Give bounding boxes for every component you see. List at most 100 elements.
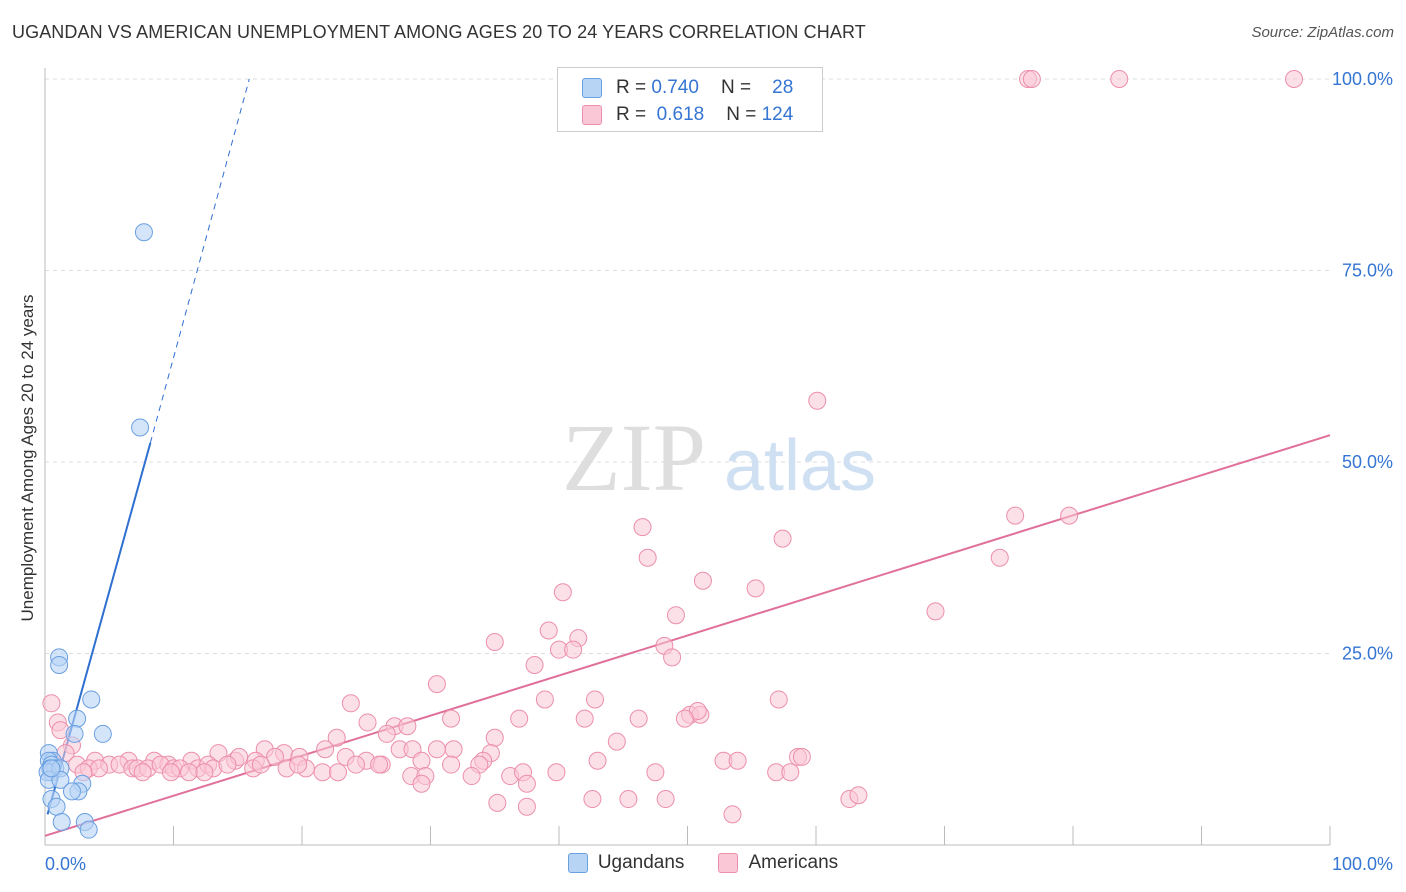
americans-point: [517, 774, 536, 793]
americans-point: [1022, 70, 1041, 88]
americans-point: [266, 747, 285, 766]
watermark: ZIP atlas: [562, 404, 876, 511]
americans-point: [1006, 506, 1025, 525]
n-label: N =: [726, 104, 757, 125]
x-tick-label-max: 100.0%: [1332, 854, 1393, 874]
ugandans-point: [93, 724, 112, 743]
americans-point: [746, 579, 765, 598]
americans-point: [583, 790, 602, 809]
americans-swatch: [582, 105, 602, 125]
americans-point: [656, 790, 675, 809]
ugandans-point: [65, 724, 84, 743]
americans-point: [619, 790, 638, 809]
americans-point: [525, 655, 544, 674]
americans-point: [377, 724, 396, 743]
americans-n-value: 124: [761, 104, 794, 125]
americans-point: [412, 774, 431, 793]
legend-item-americans[interactable]: Americans: [718, 852, 838, 874]
americans-point: [427, 740, 446, 759]
americans-point: [1110, 70, 1129, 88]
americans-point: [412, 751, 431, 770]
americans-point: [444, 740, 463, 759]
ugandans-swatch: [582, 78, 602, 98]
americans-point: [588, 751, 607, 770]
x-tick-label-min: 0.0%: [45, 854, 86, 874]
americans-point: [629, 709, 648, 728]
americans-point: [510, 709, 529, 728]
stats-legend: R = 0.740 N = 28 R = 0.618 N = 124: [557, 67, 823, 132]
n-label: N =: [720, 77, 752, 98]
y-tick-label-25: 25.0%: [1342, 644, 1393, 664]
americans-point: [638, 548, 657, 567]
americans-point: [328, 763, 347, 782]
r-label: R =: [616, 77, 647, 98]
y-tick-label-75: 75.0%: [1342, 261, 1393, 281]
ugandans-points: [38, 223, 153, 839]
chart-source: Source: ZipAtlas.com: [1251, 24, 1394, 41]
legend-item-ugandans[interactable]: Ugandans: [567, 852, 684, 874]
americans-point: [675, 709, 694, 728]
americans-point: [195, 763, 214, 782]
y-tick-label-100: 100.0%: [1332, 69, 1393, 89]
r-label: R =: [616, 104, 647, 125]
americans-point: [313, 763, 332, 782]
americans-point: [517, 797, 536, 816]
chart-title: UGANDAN VS AMERICAN UNEMPLOYMENT AMONG A…: [12, 22, 866, 42]
americans-point: [179, 763, 198, 782]
tick-labels: 25.0% 50.0% 75.0% 100.0% 0.0% 100.0%: [45, 69, 1393, 874]
americans-point: [849, 786, 868, 805]
legend-row-americans: R = 0.618 N = 124: [582, 103, 793, 127]
americans-point: [218, 755, 237, 774]
americans-point: [808, 391, 827, 410]
americans-point: [341, 694, 360, 713]
americans-point: [251, 755, 270, 774]
ugandans-trend-extension: [149, 78, 250, 443]
americans-point: [462, 767, 481, 786]
ugandans-legend-swatch: [567, 853, 588, 873]
americans-point: [346, 755, 365, 774]
ugandans-point: [131, 418, 150, 437]
americans-point: [42, 694, 61, 713]
legend-row-ugandans: R = 0.740 N = 28: [582, 76, 793, 100]
series-legend: Ugandans Americans: [0, 852, 1406, 874]
ugandans-point: [42, 759, 61, 778]
americans-point: [633, 518, 652, 537]
americans-point: [773, 529, 792, 548]
americans-point: [553, 583, 572, 602]
americans-point: [585, 690, 604, 709]
americans-point: [398, 717, 417, 736]
americans-legend-label: Americans: [748, 852, 839, 873]
americans-point: [663, 648, 682, 667]
americans-point: [607, 732, 626, 751]
americans-point: [370, 755, 389, 774]
americans-point: [666, 606, 685, 625]
ugandans-point: [47, 797, 66, 816]
americans-point: [539, 621, 558, 640]
americans-point: [646, 763, 665, 782]
americans-points: [42, 70, 1304, 824]
americans-point: [485, 728, 504, 747]
americans-point: [723, 805, 742, 824]
americans-point: [693, 571, 712, 590]
watermark-atlas: atlas: [724, 426, 876, 506]
y-axis-label: Unemployment Among Ages 20 to 24 years: [18, 294, 37, 622]
americans-point: [427, 675, 446, 694]
americans-point: [990, 548, 1009, 567]
americans-point: [1060, 506, 1079, 525]
americans-point: [488, 793, 507, 812]
americans-point: [316, 740, 335, 759]
ugandans-point: [50, 655, 69, 674]
americans-point: [769, 690, 788, 709]
americans-point: [442, 755, 461, 774]
americans-point: [358, 713, 377, 732]
americans-point: [535, 690, 554, 709]
americans-point: [564, 640, 583, 659]
ugandans-point: [52, 813, 71, 832]
americans-point: [926, 602, 945, 621]
ugandans-r-value: 0.740: [651, 77, 699, 98]
americans-point: [781, 763, 800, 782]
americans-point: [792, 747, 811, 766]
americans-point: [289, 755, 308, 774]
americans-point: [547, 763, 566, 782]
